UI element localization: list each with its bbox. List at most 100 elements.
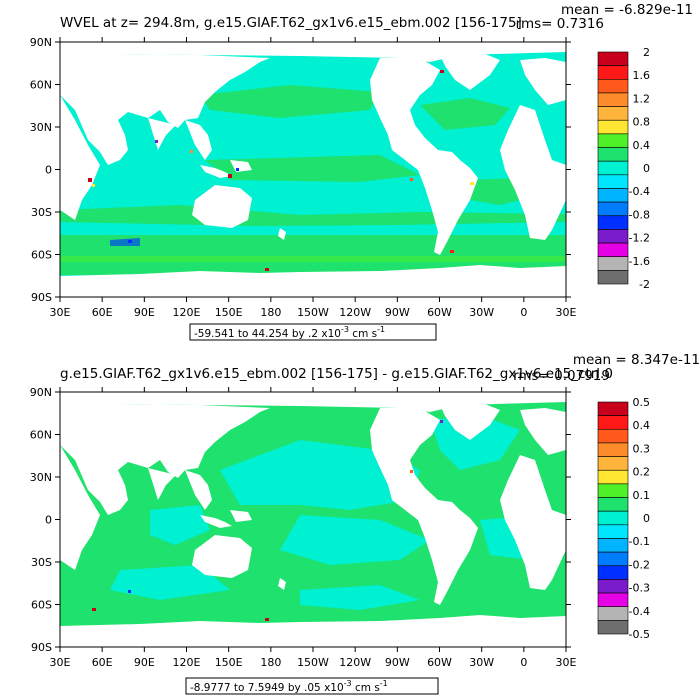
colorbar-swatch (597, 497, 629, 512)
panel-1-colorbar: 2 1.6 1.2 0.8 0.4 0 -0.4 -0.8 -1.2 -1.6 -2 (597, 46, 651, 291)
panel-1-map (59, 41, 567, 298)
colorbar-label: 0.4 (633, 139, 651, 152)
panel-2-range-exp: -3 (344, 679, 352, 688)
colorbar-swatch (597, 256, 629, 271)
colorbar-label: 0.8 (633, 116, 651, 129)
colorbar-swatch (597, 174, 629, 189)
colorbar-label: -0.3 (629, 582, 650, 595)
panel-2: g.e15.GIAF.T62_gx1v6.e15_ebm.002 [156-17… (30, 352, 700, 695)
panel-1-range-note: -59.541 to 44.254 by .2 x10-3 cm s-1 (189, 323, 437, 341)
y-tick-label: 0 (45, 514, 52, 527)
y-tick-label: 30S (31, 206, 52, 219)
x-tick-label: 30W (469, 306, 494, 319)
panel-1-range-unit-exp: -1 (377, 325, 385, 334)
colorbar-swatch (597, 606, 629, 621)
svg-text:-8.9777 to 7.5949 by .05 x10-3: -8.9777 to 7.5949 by .05 x10-3 cm s-1 (190, 679, 388, 694)
x-tick-label: 150E (215, 306, 243, 319)
colorbar-swatch (597, 456, 629, 471)
panel-2-axes: 30E 60E 90E 120E 150E 180 150W 120W 90W 60W 30W 0 30… (30, 386, 577, 669)
x-tick-label: 90E (134, 656, 155, 669)
colorbar-swatch (597, 201, 629, 217)
y-tick-label: 30S (31, 556, 52, 569)
y-tick-label: 90S (31, 641, 52, 654)
x-tick-label: 120W (339, 306, 371, 319)
panel-1-mean: mean = -6.829e-11 (561, 2, 693, 18)
x-tick-label: 30E (50, 656, 71, 669)
colorbar-label: -0.4 (629, 185, 650, 198)
x-tick-label: 90W (385, 306, 410, 319)
colorbar-swatch (597, 579, 629, 594)
x-tick-label: 90E (134, 306, 155, 319)
x-tick-label: 0 (520, 306, 527, 319)
y-tick-label: 0 (45, 164, 52, 177)
y-tick-label: 90N (30, 36, 52, 49)
colorbar-swatch (597, 401, 629, 416)
y-tick-label: 60N (30, 79, 52, 92)
colorbar-label: -1.2 (629, 232, 650, 245)
panel-1-rms: rms= 0.7316 (516, 16, 604, 32)
x-tick-label: 60E (92, 656, 113, 669)
y-tick-label: 90S (31, 291, 52, 304)
colorbar-swatch (597, 106, 629, 121)
x-tick-label: 30E (50, 306, 71, 319)
panel-1-title: WVEL at z= 294.8m, g.e15.GIAF.T62_gx1v6.… (60, 15, 522, 31)
colorbar-label: 2 (643, 46, 650, 59)
x-tick-label: 30E (556, 656, 577, 669)
panel-2-range-unit: cm s (352, 682, 380, 694)
colorbar-swatch (597, 428, 629, 444)
colorbar-swatch (597, 469, 629, 485)
panel-2-range-note: -8.9777 to 7.5949 by .05 x10-3 cm s-1 (185, 677, 439, 695)
x-tick-label: 120E (173, 306, 201, 319)
svg-text:-59.541 to 44.254 by .2 x10-3: -59.541 to 44.254 by .2 x10-3 cm s-1 (194, 325, 385, 340)
x-tick-label: 30W (469, 656, 494, 669)
colorbar-label: 0.4 (633, 419, 651, 432)
panel-2-range-unit-exp: -1 (380, 679, 388, 688)
colorbar-label: 1.6 (633, 69, 651, 82)
colorbar-swatch (597, 524, 629, 539)
colorbar-swatch (597, 229, 629, 244)
x-tick-label: 90W (385, 656, 410, 669)
colorbar-swatch (597, 160, 629, 176)
x-tick-label: 180 (260, 306, 281, 319)
x-tick-label: 120E (173, 656, 201, 669)
colorbar-swatch (597, 119, 629, 135)
x-tick-label: 60W (427, 656, 452, 669)
colorbar-label: 0 (643, 162, 650, 175)
colorbar-label: 1.2 (633, 92, 651, 105)
panel-2-rms: rms= 0.07919 (513, 368, 610, 384)
colorbar-swatch (597, 442, 629, 457)
panel-2-title: g.e15.GIAF.T62_gx1v6.e15_ebm.002 [156-17… (60, 366, 613, 382)
colorbar-swatch (597, 538, 629, 553)
x-tick-label: 60E (92, 306, 113, 319)
y-tick-label: 60S (31, 249, 52, 262)
x-tick-label: 180 (260, 656, 281, 669)
panel-2-range-text: -8.9777 to 7.5949 by .05 x10 (190, 682, 344, 694)
colorbar-label: -0.4 (629, 605, 650, 618)
colorbar-label: 0 (643, 512, 650, 525)
panel-2-colorbar: 0.5 0.4 0.3 0.2 0.1 0 -0.1 -0.2 -0.3 -0.4 -0.5 (597, 396, 651, 641)
colorbar-swatch (597, 510, 629, 526)
colorbar-swatch (597, 620, 629, 635)
y-tick-label: 60N (30, 429, 52, 442)
panel-1-range-exp: -3 (341, 325, 349, 334)
colorbar-swatch (597, 78, 629, 94)
panel-1-range-unit: cm s (349, 328, 377, 340)
panel-1: WVEL at z= 294.8m, g.e15.GIAF.T62_gx1v6.… (30, 2, 693, 341)
colorbar-swatch (597, 215, 629, 230)
colorbar-swatch (597, 565, 629, 580)
colorbar-swatch (597, 133, 629, 148)
colorbar-swatch (597, 65, 629, 80)
colorbar-label: -1.6 (629, 255, 650, 268)
x-tick-label: 60W (427, 306, 452, 319)
colorbar-label: 0.1 (633, 489, 651, 502)
colorbar-swatch (597, 483, 629, 498)
panel-1-axes: 30E 60E 90E 120E 150E 180 150W 120W 90W 60W 30W 0 30… (30, 36, 577, 319)
colorbar-swatch (597, 415, 629, 430)
x-tick-label: 150E (215, 656, 243, 669)
colorbar-label: 0.5 (633, 396, 651, 409)
colorbar-swatch (597, 242, 629, 258)
x-tick-label: 150W (297, 656, 329, 669)
colorbar-label: 0.3 (633, 442, 651, 455)
panel-2-mean: mean = 8.347e-11 (573, 352, 700, 368)
